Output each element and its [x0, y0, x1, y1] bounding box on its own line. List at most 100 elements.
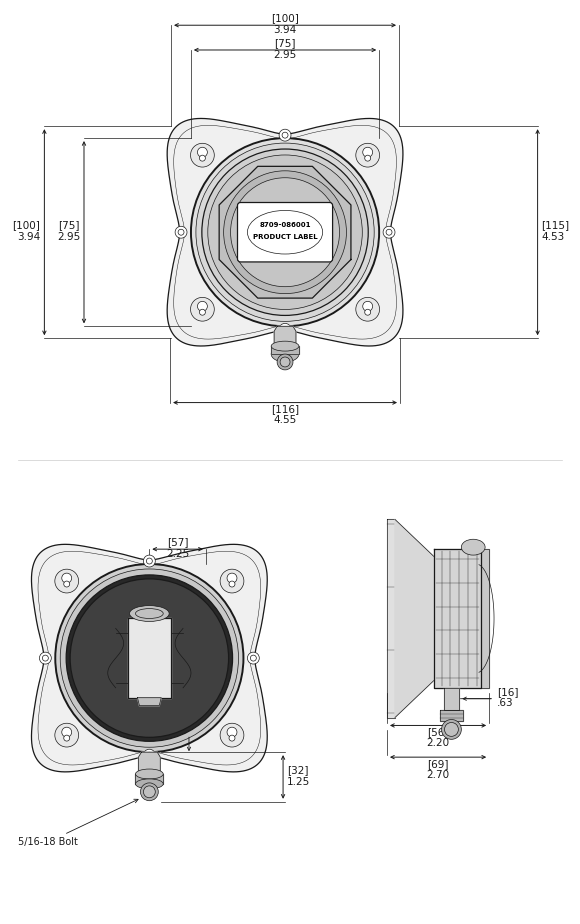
Ellipse shape	[220, 569, 244, 593]
Polygon shape	[31, 544, 267, 772]
Ellipse shape	[279, 129, 291, 141]
Polygon shape	[139, 752, 160, 774]
Ellipse shape	[227, 573, 237, 583]
Ellipse shape	[227, 727, 237, 737]
Ellipse shape	[282, 132, 288, 138]
Text: [69]: [69]	[427, 760, 449, 769]
Ellipse shape	[229, 736, 235, 741]
Ellipse shape	[42, 655, 48, 661]
Ellipse shape	[461, 540, 485, 555]
Text: [16]: [16]	[497, 687, 519, 697]
Ellipse shape	[66, 575, 233, 741]
Text: 3.94: 3.94	[17, 232, 41, 242]
Ellipse shape	[362, 301, 372, 311]
Text: 5/16-18 Bolt: 5/16-18 Bolt	[17, 799, 138, 847]
Ellipse shape	[143, 749, 155, 761]
Text: 2.95: 2.95	[57, 232, 80, 242]
Text: [100]: [100]	[13, 220, 41, 230]
Polygon shape	[219, 166, 351, 298]
Polygon shape	[440, 710, 463, 722]
Text: PRODUCT LABEL: PRODUCT LABEL	[253, 234, 317, 240]
Ellipse shape	[146, 752, 153, 758]
Ellipse shape	[383, 226, 395, 238]
Polygon shape	[128, 618, 171, 698]
Ellipse shape	[277, 354, 293, 370]
Text: 4.55: 4.55	[273, 416, 297, 425]
Ellipse shape	[70, 578, 229, 737]
Text: [116]: [116]	[271, 405, 299, 415]
Ellipse shape	[202, 149, 368, 315]
Ellipse shape	[143, 555, 155, 567]
Ellipse shape	[64, 736, 70, 741]
Text: 2.20: 2.20	[426, 738, 450, 748]
Ellipse shape	[208, 155, 362, 310]
Ellipse shape	[280, 357, 290, 367]
Ellipse shape	[224, 171, 346, 294]
Ellipse shape	[190, 298, 214, 322]
Text: 2.95: 2.95	[273, 50, 297, 60]
Text: 2.70: 2.70	[426, 770, 450, 780]
Ellipse shape	[365, 310, 371, 315]
Ellipse shape	[191, 138, 379, 326]
Ellipse shape	[200, 155, 205, 161]
Ellipse shape	[61, 573, 72, 583]
Ellipse shape	[175, 226, 187, 238]
Polygon shape	[444, 687, 459, 710]
Ellipse shape	[143, 786, 155, 797]
Ellipse shape	[196, 143, 374, 322]
Text: [32]: [32]	[287, 765, 309, 775]
Polygon shape	[434, 549, 481, 687]
Ellipse shape	[39, 652, 51, 664]
Text: [75]: [75]	[274, 38, 296, 48]
Ellipse shape	[356, 298, 379, 322]
Text: .63: .63	[497, 698, 514, 708]
Ellipse shape	[271, 346, 299, 362]
Ellipse shape	[178, 229, 184, 236]
Ellipse shape	[282, 326, 288, 333]
Text: 2.25: 2.25	[166, 549, 189, 559]
Ellipse shape	[220, 723, 244, 747]
Ellipse shape	[365, 155, 371, 161]
Ellipse shape	[200, 310, 205, 315]
Ellipse shape	[146, 558, 153, 564]
Ellipse shape	[129, 605, 169, 622]
Ellipse shape	[136, 779, 163, 789]
Text: [56]: [56]	[427, 727, 449, 737]
Ellipse shape	[64, 581, 70, 587]
Ellipse shape	[441, 720, 461, 739]
Text: [115]: [115]	[542, 220, 570, 230]
Ellipse shape	[190, 143, 214, 167]
Text: 3.94: 3.94	[273, 25, 297, 35]
Ellipse shape	[271, 341, 299, 351]
Text: [100]: [100]	[271, 13, 299, 23]
Ellipse shape	[229, 581, 235, 587]
Ellipse shape	[136, 769, 163, 779]
Ellipse shape	[231, 177, 339, 286]
Polygon shape	[481, 549, 489, 687]
Ellipse shape	[362, 147, 372, 157]
Text: [57]: [57]	[167, 537, 188, 547]
Ellipse shape	[197, 147, 208, 157]
Text: 8709-086001: 8709-086001	[259, 223, 311, 228]
Polygon shape	[271, 346, 299, 354]
Ellipse shape	[55, 564, 244, 752]
Ellipse shape	[444, 723, 458, 736]
Text: [75]: [75]	[59, 220, 80, 230]
Polygon shape	[137, 698, 161, 706]
Text: 1.25: 1.25	[287, 777, 310, 787]
Ellipse shape	[197, 301, 208, 311]
Ellipse shape	[140, 783, 158, 801]
Ellipse shape	[55, 723, 79, 747]
Ellipse shape	[251, 655, 256, 661]
Polygon shape	[387, 519, 395, 718]
Polygon shape	[136, 774, 163, 784]
Polygon shape	[274, 326, 296, 346]
Ellipse shape	[60, 569, 238, 748]
Polygon shape	[395, 519, 437, 718]
Ellipse shape	[386, 229, 392, 236]
Polygon shape	[167, 118, 403, 346]
FancyBboxPatch shape	[237, 202, 332, 261]
Ellipse shape	[356, 143, 379, 167]
Ellipse shape	[55, 569, 79, 593]
Text: 4.53: 4.53	[542, 232, 565, 242]
